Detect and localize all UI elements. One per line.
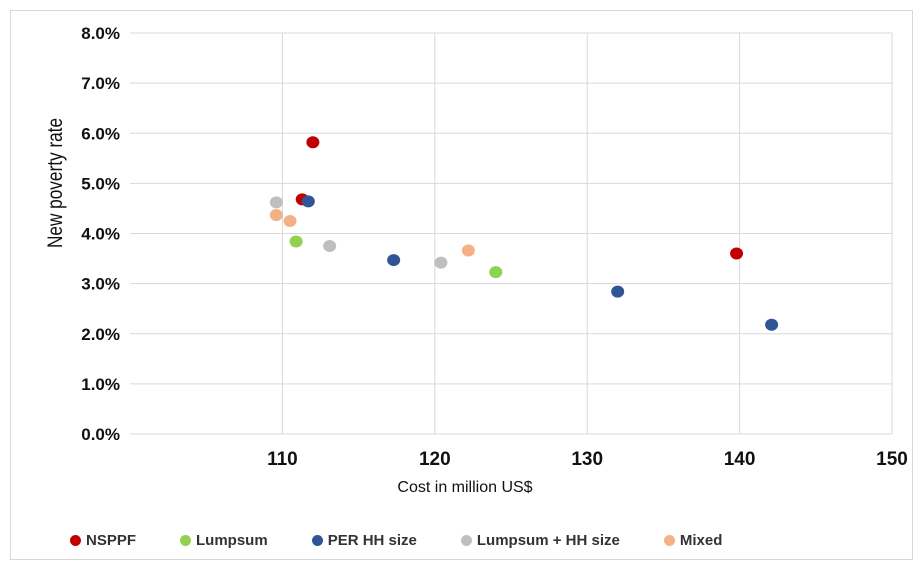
legend-item: PER HH size bbox=[311, 532, 417, 549]
y-tick-label: 7.0% bbox=[81, 74, 120, 93]
legend-item: Lumpsum + HH size bbox=[460, 532, 620, 549]
data-point bbox=[387, 254, 401, 267]
y-tick-label: 0.0% bbox=[81, 425, 120, 444]
y-tick-label: 3.0% bbox=[81, 275, 120, 294]
x-tick-label: 120 bbox=[419, 449, 451, 470]
legend-swatch bbox=[180, 535, 192, 546]
data-point bbox=[301, 195, 315, 208]
y-tick-labels: 0.0% 1.0% 2.0% 3.0% 4.0% 5.0% 6.0% 7.0% 8.0% bbox=[81, 24, 120, 444]
data-point bbox=[611, 285, 625, 298]
x-tick-label: 150 bbox=[876, 449, 908, 470]
data-point bbox=[461, 244, 475, 257]
legend-item: NSPPF bbox=[70, 532, 136, 549]
legend-swatch bbox=[460, 535, 472, 546]
y-tick-label: 2.0% bbox=[81, 325, 120, 344]
chart-frame bbox=[10, 10, 913, 560]
y-tick-label: 1.0% bbox=[81, 375, 120, 394]
legend-item: Mixed bbox=[663, 532, 723, 549]
legend-swatch bbox=[311, 535, 323, 546]
y-tick-label: 6.0% bbox=[81, 124, 120, 143]
legend-label: Mixed bbox=[679, 532, 723, 549]
data-point bbox=[323, 240, 337, 253]
scatter-chart: 0.0% 1.0% 2.0% 3.0% 4.0% 5.0% 6.0% 7.0% 8.0% 110… bbox=[45, 24, 908, 496]
data-point bbox=[489, 266, 503, 279]
x-tick-label: 140 bbox=[724, 449, 756, 470]
y-tick-label: 4.0% bbox=[81, 225, 120, 244]
data-point bbox=[434, 256, 448, 269]
data-point bbox=[765, 318, 779, 331]
legend: NSPPF Lumpsum PER HH size Lumpsum + HH size… bbox=[70, 532, 766, 549]
x-axis-title: Cost in million US$ bbox=[397, 479, 532, 496]
legend-label: PER HH size bbox=[327, 532, 417, 549]
legend-swatch bbox=[663, 535, 675, 546]
legend-item: Lumpsum bbox=[180, 532, 268, 549]
y-tick-label: 5.0% bbox=[81, 174, 120, 193]
data-points bbox=[269, 136, 779, 331]
y-tick-label: 8.0% bbox=[81, 24, 120, 43]
data-point bbox=[283, 214, 297, 227]
x-tick-label: 110 bbox=[267, 449, 298, 470]
legend-label: Lumpsum bbox=[196, 532, 268, 549]
data-point bbox=[306, 136, 320, 149]
x-tick-labels: 110 120 130 140 150 bbox=[267, 449, 908, 470]
legend-label: Lumpsum + HH size bbox=[476, 532, 620, 549]
data-point bbox=[289, 235, 303, 248]
data-point bbox=[269, 208, 283, 221]
gridlines bbox=[130, 32, 893, 435]
x-tick-label: 130 bbox=[571, 449, 603, 470]
legend-swatch bbox=[70, 535, 81, 546]
legend-label: NSPPF bbox=[86, 532, 137, 549]
y-axis-title: New poverty rate bbox=[45, 118, 68, 248]
data-point bbox=[269, 196, 283, 209]
data-point bbox=[730, 247, 744, 260]
